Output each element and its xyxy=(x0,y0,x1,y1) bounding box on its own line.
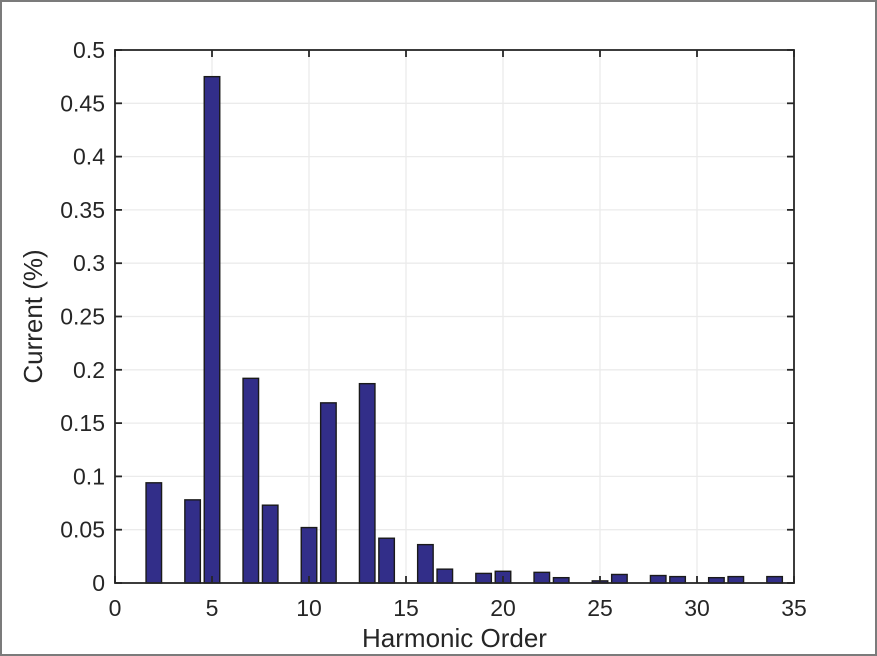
bars xyxy=(145,75,784,584)
x-tick-label: 5 xyxy=(206,595,219,621)
y-tick-label: 0.1 xyxy=(73,463,105,489)
y-tick-label: 0.15 xyxy=(60,410,105,436)
x-tick-label: 35 xyxy=(781,595,807,621)
bar-harmonic-11 xyxy=(319,402,337,584)
x-tick-label: 15 xyxy=(393,595,419,621)
grid-lines xyxy=(115,50,794,583)
bar-harmonic-5 xyxy=(203,75,221,584)
x-tick-label: 0 xyxy=(109,595,122,621)
bar-harmonic-10 xyxy=(300,526,318,584)
bar-harmonic-7 xyxy=(242,377,260,584)
y-tick-labels: 0 0.05 0.1 0.15 0.2 0.25 0.3 0.35 0.4 0.45 0.5 xyxy=(60,37,105,596)
x-tick-label: 10 xyxy=(296,595,322,621)
x-tick-label: 20 xyxy=(490,595,516,621)
bar-harmonic-29 xyxy=(669,575,687,584)
bar-harmonic-16 xyxy=(416,543,434,584)
y-tick-label: 0.5 xyxy=(73,37,105,63)
x-tick-labels: 0 5 10 15 20 25 30 35 xyxy=(109,595,807,621)
bar-harmonic-17 xyxy=(436,568,454,584)
bar-harmonic-28 xyxy=(649,574,667,584)
bar-harmonic-34 xyxy=(766,575,784,584)
bar-harmonic-14 xyxy=(378,537,396,584)
y-tick-label: 0 xyxy=(92,570,105,596)
y-tick-label: 0.4 xyxy=(73,144,105,170)
bar-harmonic-22 xyxy=(533,571,551,584)
tick-marks xyxy=(114,49,795,584)
x-tick-label: 25 xyxy=(587,595,613,621)
y-axis-label: Current (%) xyxy=(18,249,48,383)
bar-harmonic-13 xyxy=(358,382,376,584)
y-tick-label: 0.3 xyxy=(73,250,105,276)
bar-harmonic-2 xyxy=(145,482,163,584)
bar-harmonic-8 xyxy=(261,504,279,584)
y-tick-label: 0.25 xyxy=(60,304,105,330)
bar-harmonic-26 xyxy=(610,573,628,584)
bar-harmonic-19 xyxy=(475,572,493,584)
y-tick-label: 0.05 xyxy=(60,517,105,543)
bar-harmonic-32 xyxy=(727,575,745,584)
x-axis-label: Harmonic Order xyxy=(362,623,547,653)
y-tick-label: 0.2 xyxy=(73,357,105,383)
y-tick-label: 0.45 xyxy=(60,90,105,116)
x-tick-label: 30 xyxy=(684,595,710,621)
y-tick-label: 0.35 xyxy=(60,197,105,223)
bar-harmonic-4 xyxy=(184,499,202,584)
